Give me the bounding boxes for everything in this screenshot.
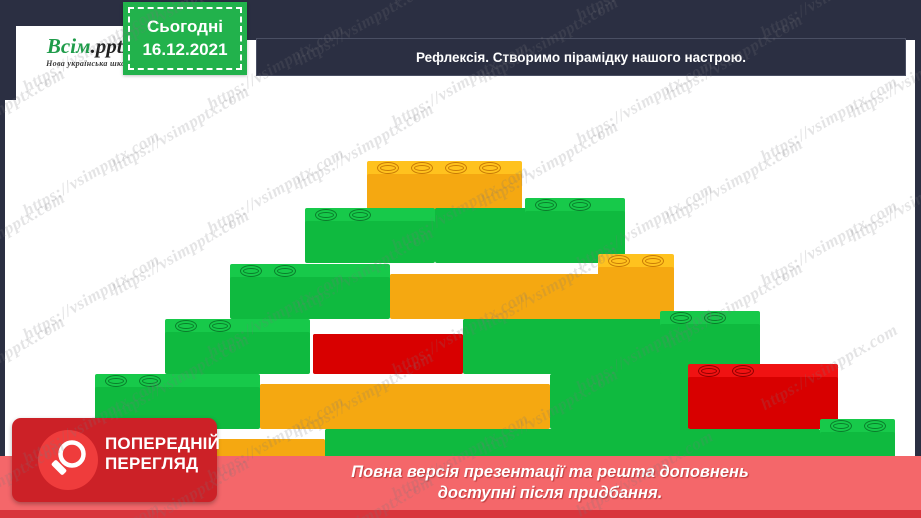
lego-brick-top	[230, 264, 390, 281]
lego-brick-top	[95, 374, 260, 391]
footer-line2: доступні після придбання.	[437, 483, 663, 502]
lego-stud	[642, 255, 664, 267]
lego-brick-face	[367, 174, 522, 213]
date-badge-label: Сьогодні	[147, 16, 223, 36]
lego-stud	[864, 420, 886, 432]
lego-brick-face	[598, 267, 674, 319]
lego-brick-orange	[367, 161, 522, 213]
lego-brick-green	[463, 319, 678, 374]
lego-brick-face	[688, 377, 838, 429]
preview-badge[interactable]: ПОПЕРЕДНІЙ ПЕРЕГЛЯД	[12, 418, 221, 502]
lego-stud	[274, 265, 296, 277]
lego-stud	[732, 365, 754, 377]
date-badge: Сьогодні 16.12.2021	[123, 2, 247, 75]
lego-stud	[377, 162, 399, 174]
lego-stud	[105, 375, 127, 387]
brand-logo-dot: .	[90, 34, 96, 58]
lego-stud	[479, 162, 501, 174]
lego-brick-face	[313, 334, 463, 374]
lego-brick-green	[230, 264, 390, 319]
lego-mood-pyramid	[0, 86, 921, 484]
lego-brick-top	[165, 319, 310, 336]
brand-logo-text: Всім.pptx	[47, 36, 133, 57]
footer-bottom-strip	[0, 510, 921, 518]
magnifier-icon	[38, 430, 98, 490]
lego-stud	[240, 265, 262, 277]
lego-brick-orange	[598, 254, 674, 319]
slide-title-bar: Рефлексія. Створимо пірамідку нашого нас…	[256, 38, 906, 76]
lego-brick-red	[313, 334, 463, 374]
lego-stud	[698, 365, 720, 377]
lego-brick-face	[260, 384, 550, 429]
page-title: Рефлексія. Створимо пірамідку нашого нас…	[416, 49, 746, 65]
brand-logo-subtitle: Нова українська школа	[46, 59, 134, 68]
lego-brick-face	[550, 374, 690, 429]
lego-brick-face	[463, 319, 678, 374]
lego-brick-top	[688, 364, 838, 381]
lego-stud	[569, 199, 591, 211]
lego-stud	[704, 312, 726, 324]
lego-stud	[411, 162, 433, 174]
lego-stud	[535, 199, 557, 211]
lego-brick-green	[165, 319, 310, 374]
preview-badge-text: ПОПЕРЕДНІЙ ПЕРЕГЛЯД	[105, 434, 221, 473]
lego-brick-face	[165, 332, 310, 374]
brand-logo-prefix: Всім	[46, 34, 91, 58]
lego-stud	[608, 255, 630, 267]
lego-brick-green	[305, 208, 435, 263]
right-edge-strip	[915, 0, 921, 456]
lego-brick-green	[550, 374, 690, 429]
footer-line1: Повна версія презентації та решта доповн…	[351, 463, 749, 481]
lego-brick-face	[305, 221, 435, 263]
lego-stud	[209, 320, 231, 332]
footer-text: Повна версія презентації та решта доповн…	[250, 462, 850, 503]
lego-stud	[445, 162, 467, 174]
lego-brick-orange	[260, 384, 550, 429]
lego-stud	[315, 209, 337, 221]
lego-brick-face	[230, 277, 390, 319]
left-edge-strip	[0, 62, 5, 456]
lego-stud	[175, 320, 197, 332]
lego-stud	[670, 312, 692, 324]
date-badge-value: 16.12.2021	[142, 39, 228, 59]
lego-stud	[830, 420, 852, 432]
preview-badge-line1: ПОПЕРЕДНІЙ	[105, 434, 221, 453]
preview-badge-line2: ПЕРЕГЛЯД	[105, 453, 199, 473]
lego-stud	[139, 375, 161, 387]
lego-stud	[349, 209, 371, 221]
lego-brick-red	[688, 364, 838, 429]
